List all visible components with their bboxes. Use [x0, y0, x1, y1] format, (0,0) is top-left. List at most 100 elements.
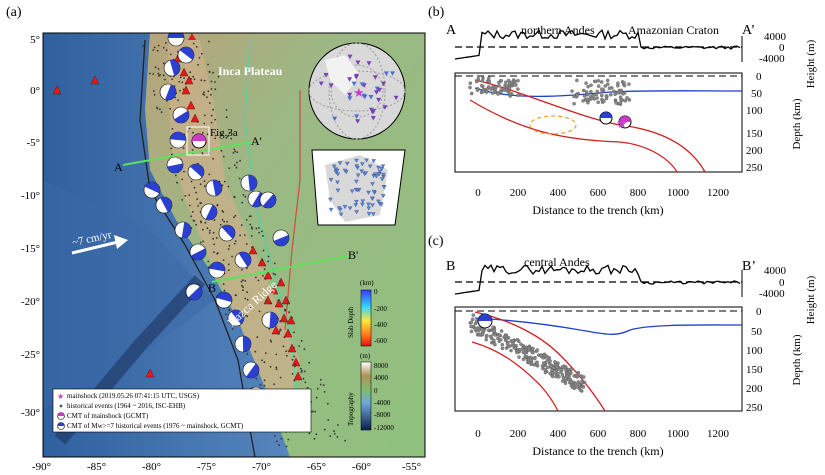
svg-text:150: 150 [746, 364, 763, 376]
svg-text:-10°: -10° [21, 190, 40, 202]
svg-text:(km): (km) [360, 279, 374, 287]
c-seismicity [468, 313, 587, 393]
svg-text:4000: 4000 [764, 265, 787, 277]
svg-text:-85°: -85° [87, 461, 106, 473]
c-xlabel: Distance to the trench (km) [532, 444, 663, 458]
svg-text:50: 50 [751, 88, 763, 100]
b-slab-bottom [469, 99, 678, 173]
svg-text:8000: 8000 [374, 362, 389, 370]
svg-text:★: ★ [57, 392, 64, 401]
svg-text:250: 250 [746, 162, 763, 174]
volcano-markers [52, 53, 303, 381]
inca-plateau-label: Inca Plateau [218, 64, 283, 78]
svg-text:200: 200 [510, 428, 527, 440]
svg-text:historical events (1964 ~ 2016: historical events (1964 ~ 2016, ISC-EHB) [67, 402, 186, 410]
svg-text:1000: 1000 [667, 187, 690, 199]
svg-text:-90°: -90° [32, 461, 51, 473]
svg-text:-600: -600 [374, 337, 387, 345]
svg-text:(m): (m) [360, 352, 371, 360]
svg-text:1200: 1200 [707, 428, 730, 440]
svg-text:200: 200 [746, 145, 763, 157]
svg-text:0: 0 [374, 288, 378, 296]
c-x-ticks: 0 200 400 600 800 1000 1200 [475, 428, 729, 440]
b-region-2: Amazonian Craton [628, 23, 719, 37]
svg-text:Topography: Topography [347, 392, 355, 426]
svg-text:0: 0 [756, 306, 762, 318]
c-depth-label: Depth (km) [791, 334, 803, 385]
b-left-end: A [446, 23, 457, 38]
c-region-1: central Andes [524, 255, 590, 269]
svg-text:4000: 4000 [374, 374, 389, 382]
svg-text:250: 250 [746, 402, 763, 414]
svg-text:1000: 1000 [667, 428, 690, 440]
map: ~7 cm/yr Nazca Ridge Inca Plateau Fig.3a… [43, 33, 425, 457]
svg-text:Slab Depth: Slab Depth [347, 306, 355, 338]
b-height-ticks: 4000 0 -4000 [759, 31, 787, 65]
b-mainshock-star: ★ [616, 116, 628, 131]
svg-text:-4000: -4000 [759, 288, 785, 300]
svg-text:CMT of Mw>=7 historical events: CMT of Mw>=7 historical events (1976 ~ m… [67, 422, 244, 430]
svg-text:5°: 5° [30, 34, 40, 46]
svg-text:0: 0 [779, 42, 785, 54]
profile-a-end: A' [251, 134, 262, 148]
svg-text:800: 800 [630, 428, 647, 440]
svg-text:-400: -400 [374, 321, 387, 329]
fig3a-label: Fig.3a [210, 127, 238, 139]
svg-text:-200: -200 [374, 305, 387, 313]
svg-text:0: 0 [475, 187, 481, 199]
svg-text:★: ★ [353, 85, 365, 100]
svg-text:-75°: -75° [197, 461, 216, 473]
b-seismicity [468, 76, 632, 106]
b-height-label: Height (m) [805, 39, 817, 88]
profile-b-end: B' [348, 248, 358, 262]
svg-text:100: 100 [746, 105, 763, 117]
b-section-frame [454, 72, 743, 173]
svg-text:1200: 1200 [707, 187, 730, 199]
svg-text:CMT of mainshock (GCMT): CMT of mainshock (GCMT) [67, 412, 149, 420]
b-xlabel: Distance to the trench (km) [532, 203, 663, 217]
svg-text:600: 600 [590, 187, 607, 199]
c-slab-top [474, 311, 606, 412]
svg-text:4000: 4000 [764, 31, 787, 43]
profile-b-line [211, 255, 349, 283]
svg-text:0: 0 [779, 277, 785, 289]
map-frame [42, 32, 426, 458]
svg-text:50: 50 [751, 326, 763, 338]
svg-text:0: 0 [374, 387, 378, 395]
c-moho [474, 317, 743, 335]
svg-text:mainshock (2019.05.26 07:41:15: mainshock (2019.05.26 07:41:15 UTC, USGS… [67, 392, 200, 400]
b-right-end: A’ [742, 23, 755, 38]
nazca-plate [43, 180, 215, 410]
svg-text:0: 0 [475, 428, 481, 440]
svg-text:600: 600 [590, 428, 607, 440]
svg-text:200: 200 [746, 383, 763, 395]
station-inset [311, 149, 406, 226]
panel-c-label: (c) [428, 234, 444, 249]
svg-text:-70°: -70° [252, 461, 271, 473]
svg-text:-25°: -25° [21, 349, 40, 361]
svg-text:-5°: -5° [26, 137, 40, 149]
svg-text:0: 0 [756, 71, 762, 83]
c-section-frame [454, 306, 743, 412]
b-anomaly-outline [529, 115, 577, 135]
svg-text:-30°: -30° [21, 407, 40, 419]
svg-text:-55°: -55° [402, 461, 421, 473]
topography-colorbar: (m) Topography 8000 4000 0 -4000 -8000 -… [347, 352, 394, 432]
globe-inset: ★ [308, 42, 406, 140]
svg-text:-65°: -65° [307, 461, 326, 473]
slab-contour [284, 90, 301, 331]
c-right-end: B’ [742, 259, 756, 274]
c-topography [454, 264, 741, 295]
svg-text:100: 100 [746, 345, 763, 357]
svg-text:400: 400 [550, 428, 567, 440]
c-height-label: Height (m) [805, 275, 817, 324]
panel-a-label: (a) [6, 5, 22, 20]
profile-a-start: A [114, 160, 123, 174]
map-legend: ★ mainshock (2019.05.26 07:41:15 UTC, US… [52, 388, 312, 433]
b-depth-ticks: 0 50 100 150 200 250 [746, 71, 763, 174]
svg-text:-4000: -4000 [759, 53, 785, 65]
svg-text:-80°: -80° [142, 461, 161, 473]
svg-text:-20°: -20° [21, 296, 40, 308]
b-x-ticks: 0 200 400 600 800 1000 1200 [475, 187, 729, 199]
